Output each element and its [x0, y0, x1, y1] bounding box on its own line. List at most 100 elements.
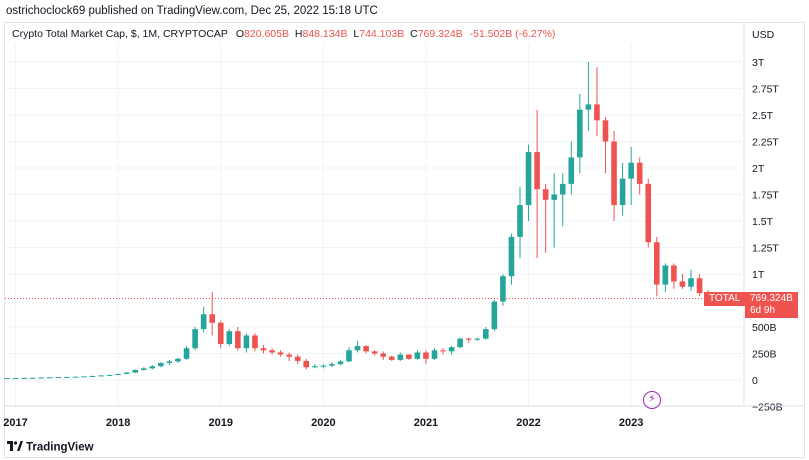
- candle-body: [269, 350, 275, 353]
- candle-body: [500, 276, 506, 302]
- candle-body: [149, 366, 156, 369]
- brand-text: TradingView: [26, 441, 94, 454]
- candle-body: [320, 365, 327, 367]
- low-key: L: [353, 28, 360, 40]
- chart-frame: [4, 22, 805, 458]
- candle-body: [217, 322, 224, 344]
- candle-body: [457, 338, 463, 348]
- candle-body: [628, 162, 634, 179]
- candle-body: [72, 376, 79, 378]
- lightning-event-icon[interactable]: ⚡: [643, 391, 661, 409]
- x-tick-label: 2023: [619, 417, 643, 429]
- candle-body: [303, 360, 310, 368]
- y-tick-label: 1.75T: [752, 190, 779, 202]
- candle-body: [577, 109, 583, 158]
- candle-body: [525, 152, 532, 206]
- candle-body: [559, 183, 566, 195]
- candle-body: [46, 377, 53, 379]
- candle-body: [337, 361, 344, 365]
- candle-body: [354, 346, 361, 351]
- candle-body: [380, 353, 386, 357]
- candle-body: [619, 178, 626, 206]
- high-value: 848.134B: [302, 28, 348, 40]
- candle-body: [465, 338, 472, 340]
- candle-body: [594, 104, 600, 121]
- candle-body: [277, 352, 284, 355]
- candle-body: [312, 366, 318, 368]
- candle-body: [414, 352, 421, 359]
- candle-body: [602, 120, 609, 142]
- y-tick-label: 2.25T: [752, 137, 779, 149]
- y-tick-label: 2.75T: [752, 84, 779, 96]
- candle-body: [534, 152, 540, 190]
- y-tick-label: 0: [752, 375, 758, 387]
- candle-body: [671, 265, 677, 282]
- candle-body: [175, 358, 181, 362]
- ohlc-legend: Crypto Total Market Cap, $, 1M, CRYPTOCA…: [12, 28, 555, 40]
- candle-body: [654, 242, 660, 285]
- y-tick-label: 1T: [752, 269, 765, 281]
- candle-body: [662, 265, 669, 285]
- y-tick-label: −250B: [752, 402, 783, 414]
- candle-body: [235, 331, 241, 349]
- y-tick-label: 2.5T: [752, 110, 774, 122]
- candle-body: [55, 377, 62, 379]
- candle-body: [551, 194, 557, 200]
- candle-body: [132, 369, 139, 373]
- candle-body: [192, 329, 198, 349]
- high-key: H: [294, 28, 303, 40]
- candle-body: [166, 361, 173, 364]
- candle-body: [679, 281, 686, 287]
- y-tick-label: 2T: [752, 163, 765, 175]
- candle-body: [158, 363, 164, 367]
- candle-body: [21, 377, 27, 379]
- candle-body: [388, 356, 395, 360]
- open-value: 820.605B: [244, 28, 289, 40]
- candle-body: [517, 205, 523, 237]
- y-tick-label: 250B: [752, 349, 777, 361]
- candle-body: [363, 346, 369, 352]
- candle-body: [38, 377, 44, 379]
- close-key: C: [410, 28, 418, 40]
- y-tick-label: 1.5T: [752, 216, 774, 228]
- candle-body: [183, 348, 190, 359]
- candle-body: [200, 314, 207, 330]
- candle-body: [286, 354, 292, 357]
- candle-body: [243, 335, 250, 349]
- tradingview-logo-icon: [7, 441, 23, 454]
- x-tick-label: 2021: [414, 417, 438, 429]
- open-key: O: [235, 28, 245, 40]
- x-tick-label: 2019: [209, 417, 233, 429]
- candle-body: [209, 314, 215, 323]
- candle-body: [423, 352, 429, 359]
- candle-body: [29, 377, 36, 379]
- candle-body: [474, 338, 481, 340]
- candle-body: [483, 329, 489, 339]
- candle-body: [431, 350, 438, 359]
- candle-body: [636, 162, 643, 184]
- candle-body: [64, 376, 70, 378]
- x-tick-label: 2020: [311, 417, 335, 429]
- candle-body: [252, 335, 258, 349]
- candle-body: [226, 331, 233, 344]
- candle-body: [89, 375, 96, 377]
- candle-body: [371, 351, 378, 354]
- candle-body: [568, 157, 575, 184]
- last-price-box: 769.324B 6d 9h: [745, 292, 798, 318]
- tradingview-brand[interactable]: TradingView: [7, 441, 94, 454]
- attribution-bar: ostrichoclock69 published on TradingView…: [0, 0, 809, 22]
- candle-body: [141, 368, 147, 370]
- candle-body: [406, 354, 412, 359]
- close-value: 769.324B: [417, 28, 463, 40]
- candle-body: [397, 354, 404, 360]
- candle-body: [81, 376, 87, 378]
- candle-body: [611, 141, 617, 206]
- candle-body: [688, 278, 694, 287]
- candle-body: [346, 350, 352, 362]
- currency-label[interactable]: USD: [752, 29, 775, 41]
- y-tick-label: 500B: [752, 322, 777, 334]
- symbol-title[interactable]: Crypto Total Market Cap, $, 1M, CRYPTOCA…: [12, 28, 228, 40]
- candle-body: [440, 350, 446, 352]
- candle-body: [294, 356, 301, 361]
